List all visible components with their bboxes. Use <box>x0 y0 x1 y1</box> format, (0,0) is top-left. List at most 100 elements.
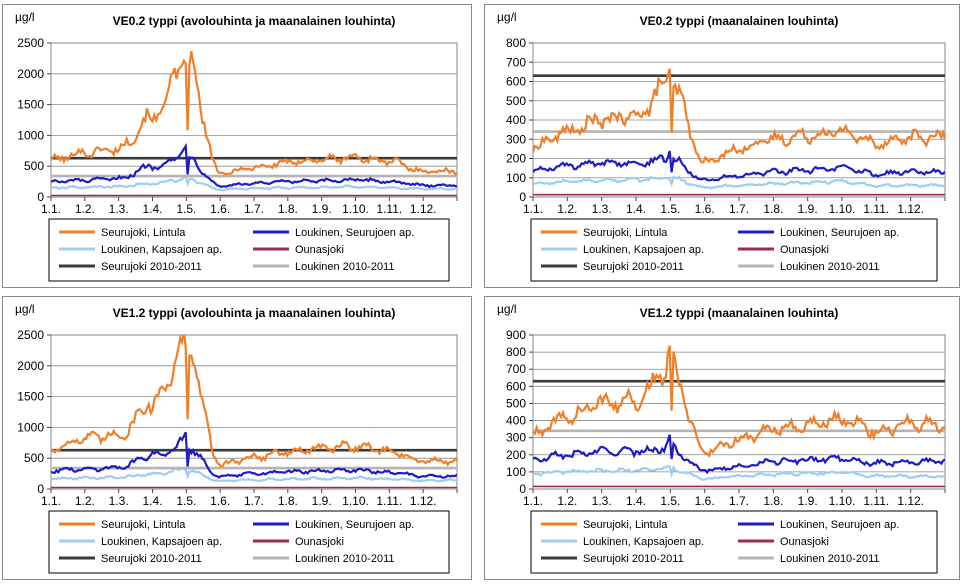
y-tick-label: 100 <box>506 465 526 479</box>
legend-label: Seurujoki 2010-2011 <box>101 261 202 273</box>
legend-label: Loukinen, Kapsajoen ap. <box>583 244 704 256</box>
y-unit-label: µg/l <box>497 302 517 316</box>
legend-label: Loukinen 2010-2011 <box>780 261 880 273</box>
x-tick-label: 1.8. <box>763 494 783 508</box>
y-tick-label: 2500 <box>17 328 44 342</box>
chart-title: VE0.2 typpi (avolouhinta ja maanalainen … <box>113 14 396 28</box>
x-tick-label: 1.1. <box>41 202 61 216</box>
x-tick-label: 1.10. <box>829 494 856 508</box>
y-tick-label: 600 <box>506 75 526 89</box>
y-tick-label: 400 <box>506 414 526 428</box>
plot-area <box>532 334 946 490</box>
x-tick-label: 1.4. <box>142 202 162 216</box>
x-tick-label: 1.11. <box>863 202 889 216</box>
x-tick-label: 1.6. <box>695 494 715 508</box>
x-tick-label: 1.2. <box>557 494 577 508</box>
series-line-seurujoki-lintula <box>51 51 457 176</box>
legend-label: Loukinen, Seurujoen ap. <box>780 227 899 239</box>
y-tick-label: 0 <box>37 190 44 204</box>
series-line-loukinen-seurujoen <box>533 150 945 182</box>
series-line-loukinen-seurujoen <box>533 434 945 475</box>
y-tick-label: 1500 <box>17 390 44 404</box>
x-tick-label: 1.4. <box>626 202 646 216</box>
series-line-seurujoki-lintula <box>51 335 457 468</box>
legend-label: Loukinen, Seurujoen ap. <box>780 519 899 531</box>
x-tick-label: 1.11. <box>376 494 402 508</box>
x-tick-label: 1.12. <box>897 494 924 508</box>
x-tick-label: 1.7. <box>729 202 749 216</box>
legend-box <box>48 510 450 574</box>
plot-area <box>50 42 458 198</box>
plot-area <box>50 334 458 490</box>
chart-svg: µg/l VE0.2 typpi (maanalainen louhinta)01… <box>497 10 946 282</box>
x-tick-label: 1.11. <box>863 494 889 508</box>
x-tick-label: 1.1. <box>41 494 61 508</box>
chart-title: VE1.2 typpi (avolouhinta ja maanalainen … <box>113 306 396 320</box>
legend-box <box>530 218 938 282</box>
x-tick-label: 1.8. <box>763 202 783 216</box>
x-tick-label: 1.2. <box>75 494 95 508</box>
y-tick-label: 0 <box>37 482 44 496</box>
chart-svg: µg/l VE1.2 typpi (maanalainen louhinta)01… <box>497 302 946 574</box>
chart-panel-ve12-maanalainen: µg/l VE1.2 typpi (maanalainen louhinta) 0 1… <box>484 296 960 580</box>
legend-label: Seurujoki, Lintula <box>583 519 668 531</box>
legend-label: Seurujoki, Lintula <box>101 519 186 531</box>
legend-label: Loukinen 2010-2011 <box>780 553 880 565</box>
x-tick-label: 1.9. <box>798 202 818 216</box>
legend-label: Loukinen, Kapsajoen ap. <box>101 536 222 548</box>
legend-label: Seurujoki, Lintula <box>583 227 668 239</box>
x-tick-label: 1.9. <box>798 494 818 508</box>
legend-label: Ounasjoki <box>295 536 344 548</box>
y-tick-label: 800 <box>506 345 526 359</box>
y-tick-label: 600 <box>506 379 526 393</box>
x-tick-label: 1.3. <box>592 202 612 216</box>
series-line-seurujoki-lintula <box>533 68 945 164</box>
legend-box <box>48 218 450 282</box>
chart-panel-ve02-maanalainen: µg/l VE0.2 typpi (maanalainen louhinta) 0 1… <box>484 4 960 288</box>
chart-title: VE0.2 typpi (maanalainen louhinta) <box>640 14 839 28</box>
series-line-loukinen-kapsajoen <box>51 467 457 483</box>
y-tick-label: 1000 <box>17 128 44 142</box>
legend-label: Seurujoki 2010-2011 <box>583 553 684 565</box>
series-line-loukinen-kapsajoen <box>533 464 945 481</box>
x-tick-label: 1.4. <box>626 494 646 508</box>
x-tick-label: 1.10. <box>342 494 369 508</box>
x-tick-label: 1.12. <box>410 202 437 216</box>
y-tick-label: 100 <box>506 171 526 185</box>
y-tick-label: 500 <box>24 451 44 465</box>
y-tick-label: 2500 <box>17 36 44 50</box>
y-tick-label: 700 <box>506 55 526 69</box>
y-unit-label: µg/l <box>15 10 35 24</box>
legend-label: Loukinen 2010-2011 <box>295 261 395 273</box>
y-tick-label: 400 <box>506 113 526 127</box>
legend-label: Loukinen, Kapsajoen ap. <box>101 244 222 256</box>
y-tick-label: 2000 <box>17 359 44 373</box>
legend-label: Seurujoki, Lintula <box>101 227 186 239</box>
legend-box <box>530 510 938 574</box>
x-tick-label: 1.3. <box>109 202 129 216</box>
x-tick-label: 1.6. <box>210 202 230 216</box>
x-tick-label: 1.9. <box>312 494 332 508</box>
x-tick-label: 1.5. <box>660 494 680 508</box>
series-line-loukinen-kapsajoen <box>533 175 945 190</box>
series-line-loukinen-seurujoen <box>51 142 457 189</box>
y-tick-label: 500 <box>506 396 526 410</box>
y-tick-label: 800 <box>506 36 526 50</box>
legend-label: Loukinen 2010-2011 <box>295 553 395 565</box>
legend-label: Loukinen, Seurujoen ap. <box>295 227 414 239</box>
series-line-seurujoki-lintula <box>533 345 945 459</box>
y-tick-label: 900 <box>506 328 526 342</box>
legend-label: Seurujoki 2010-2011 <box>101 553 202 565</box>
chart-title: VE1.2 typpi (maanalainen louhinta) <box>640 306 839 320</box>
x-tick-label: 1.6. <box>210 494 230 508</box>
x-tick-label: 1.8. <box>278 494 298 508</box>
x-tick-label: 1.12. <box>897 202 924 216</box>
legend-label: Seurujoki 2010-2011 <box>583 261 684 273</box>
legend-label: Ounasjoki <box>295 244 344 256</box>
series-line-loukinen-kapsajoen <box>51 175 457 192</box>
y-tick-label: 2000 <box>17 67 44 81</box>
x-tick-label: 1.7. <box>729 494 749 508</box>
y-tick-label: 300 <box>506 431 526 445</box>
x-tick-label: 1.3. <box>109 494 129 508</box>
y-tick-label: 200 <box>506 448 526 462</box>
